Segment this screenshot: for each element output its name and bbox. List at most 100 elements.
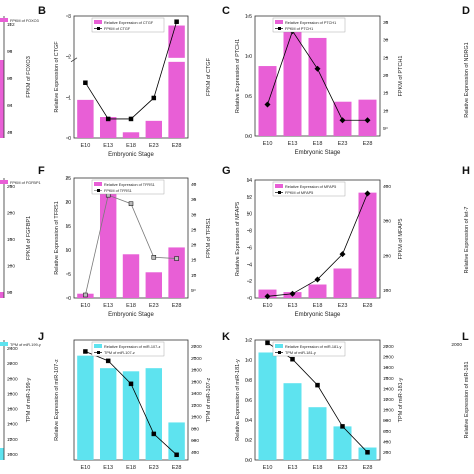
legend-label-bar: Relative Expression of PTCH1 (285, 21, 336, 25)
legend-label-bar: Relative Expression of miR-107-z (104, 345, 160, 349)
y-tick-0: 0.0 (245, 134, 252, 140)
marker-e10 (83, 349, 88, 354)
y2-axis-label: FPKM of MFAP5 (398, 219, 404, 260)
bar-e13 (283, 31, 302, 136)
y-tick-2: 2 (68, 55, 71, 61)
fragment-tick-1: 100 (7, 264, 15, 270)
y2-axis-label: FPKM of TFRS1 (206, 218, 212, 258)
x-axis-label: Embryonic Stage (295, 312, 341, 318)
y-axis-label: Relative Expression of PTCH1 (235, 39, 241, 113)
x-tick-label: E23 (149, 143, 159, 149)
marker-e10 (83, 80, 88, 85)
y2-tick-0: 5 (191, 288, 194, 294)
y2-tick-7: 1800 (191, 368, 202, 374)
marker-e10 (265, 340, 270, 346)
y-tick-3: 0.6 (245, 398, 252, 404)
y2-tick-1: 600 (191, 438, 199, 444)
legend-swatch-marker (97, 27, 100, 30)
y2-tick-10: 2200 (383, 344, 394, 350)
legend-label-line: FPKM of PTCH1 (285, 27, 313, 31)
x-tick-label: E10 (263, 141, 273, 147)
y2-tick-2: 600 (383, 429, 391, 435)
y-tick-4: 20 (65, 200, 71, 206)
fragment-bar (0, 60, 4, 138)
y2-tick-5: 30 (383, 38, 389, 44)
marker-e28 (174, 19, 179, 24)
y-tick-3: 6 (249, 245, 252, 251)
bar-e13 (99, 190, 117, 298)
y-tick-1: 1 (68, 95, 71, 101)
y2-tick-4: 25 (191, 227, 197, 233)
marker-e28 (364, 117, 371, 124)
y-axis-label: Relative Expression of TFRS1 (54, 201, 60, 275)
series-line (85, 21, 177, 120)
y2-tick-1: 10 (383, 108, 389, 114)
legend-swatch-marker (278, 191, 281, 194)
marker-e28 (174, 452, 179, 458)
y2-axis-label: TPM of miR-107-z (206, 377, 212, 422)
panel-letter-k: K (222, 331, 230, 343)
y2-tick-6: 1600 (191, 379, 202, 385)
y-tick-6: 1.2 (245, 338, 252, 344)
y-tick-2: 10 (65, 248, 71, 254)
fragment-mid-right-ylabel: Relative Expression of let-7 (464, 207, 470, 274)
marker-e28 (365, 450, 370, 455)
fragment-tick-6: 2200 (7, 361, 18, 367)
fragment-legend-swatch (0, 180, 8, 184)
y2-tick-1: 200 (383, 253, 391, 259)
legend-swatch-marker (97, 351, 100, 354)
legend-swatch-bar (94, 182, 102, 186)
fragment-top-right-ylabel: Relative Expression of NDRG1 (464, 42, 470, 118)
y2-tick-7: 1600 (383, 376, 394, 382)
marker-e23 (151, 255, 157, 260)
marker-e13 (289, 290, 296, 297)
fragment-tick-0: 1000 (7, 452, 18, 458)
x-tick-label: E10 (263, 303, 273, 309)
bar-e23 (333, 426, 352, 460)
y2-tick-2: 800 (191, 426, 199, 432)
y2-tick-2: 15 (383, 91, 389, 97)
marker-e23 (340, 424, 345, 429)
y-tick-0: 0 (68, 296, 71, 302)
marker-e23 (339, 117, 346, 124)
legend-swatch-bar (94, 344, 102, 348)
fragment-tick-0: 48 (7, 130, 13, 136)
x-tick-label: E10 (81, 143, 91, 149)
y-tick-7: 14 (246, 178, 252, 184)
x-tick-label: E18 (126, 143, 136, 149)
x-tick-label: E18 (313, 141, 323, 147)
y2-tick-6: 1400 (383, 386, 394, 392)
fragment-tick-3: 1600 (7, 407, 18, 413)
fragment-bot-right-ylabel: Relative Expression of miR-181 (464, 361, 470, 438)
x-tick-label: E13 (288, 141, 298, 147)
marker-e13 (290, 356, 295, 362)
marker-e10 (264, 101, 271, 108)
marker-e28 (364, 190, 371, 197)
y2-tick-3: 20 (191, 243, 197, 249)
y2-tick-6: 35 (383, 20, 389, 26)
y-tick-5: 25 (65, 176, 71, 182)
legend-swatch-marker (278, 27, 281, 30)
y2-tick-0: 5 (383, 126, 386, 132)
y-tick-2: 4 (249, 262, 252, 268)
legend-swatch-bar (275, 344, 283, 348)
y-tick-2: 0.4 (245, 418, 252, 424)
legend-swatch-bar (275, 184, 283, 188)
fragment-ylabel: TPM of miR-199-y (26, 377, 32, 422)
y-tick-3: 1.5 (245, 14, 252, 20)
fragment-tick-4: 1800 (7, 391, 18, 397)
x-tick-label: E28 (363, 303, 373, 309)
y2-tick-4: 1000 (383, 408, 394, 414)
y2-tick-0: 400 (191, 450, 199, 456)
x-tick-label: E28 (172, 303, 182, 309)
legend-label-bar: Relative Expression of CTGF (104, 21, 154, 25)
y2-tick-3: 20 (383, 73, 389, 79)
y2-tick-0: 100 (383, 288, 391, 294)
bar-e23 (145, 272, 163, 298)
x-tick-label: E23 (338, 465, 348, 471)
x-tick-label: E18 (313, 465, 323, 471)
fragment-tick-4: 250 (7, 184, 15, 190)
fragment-legend: FPKM of FGFBP1 (10, 181, 41, 185)
marker-e18 (128, 116, 134, 122)
